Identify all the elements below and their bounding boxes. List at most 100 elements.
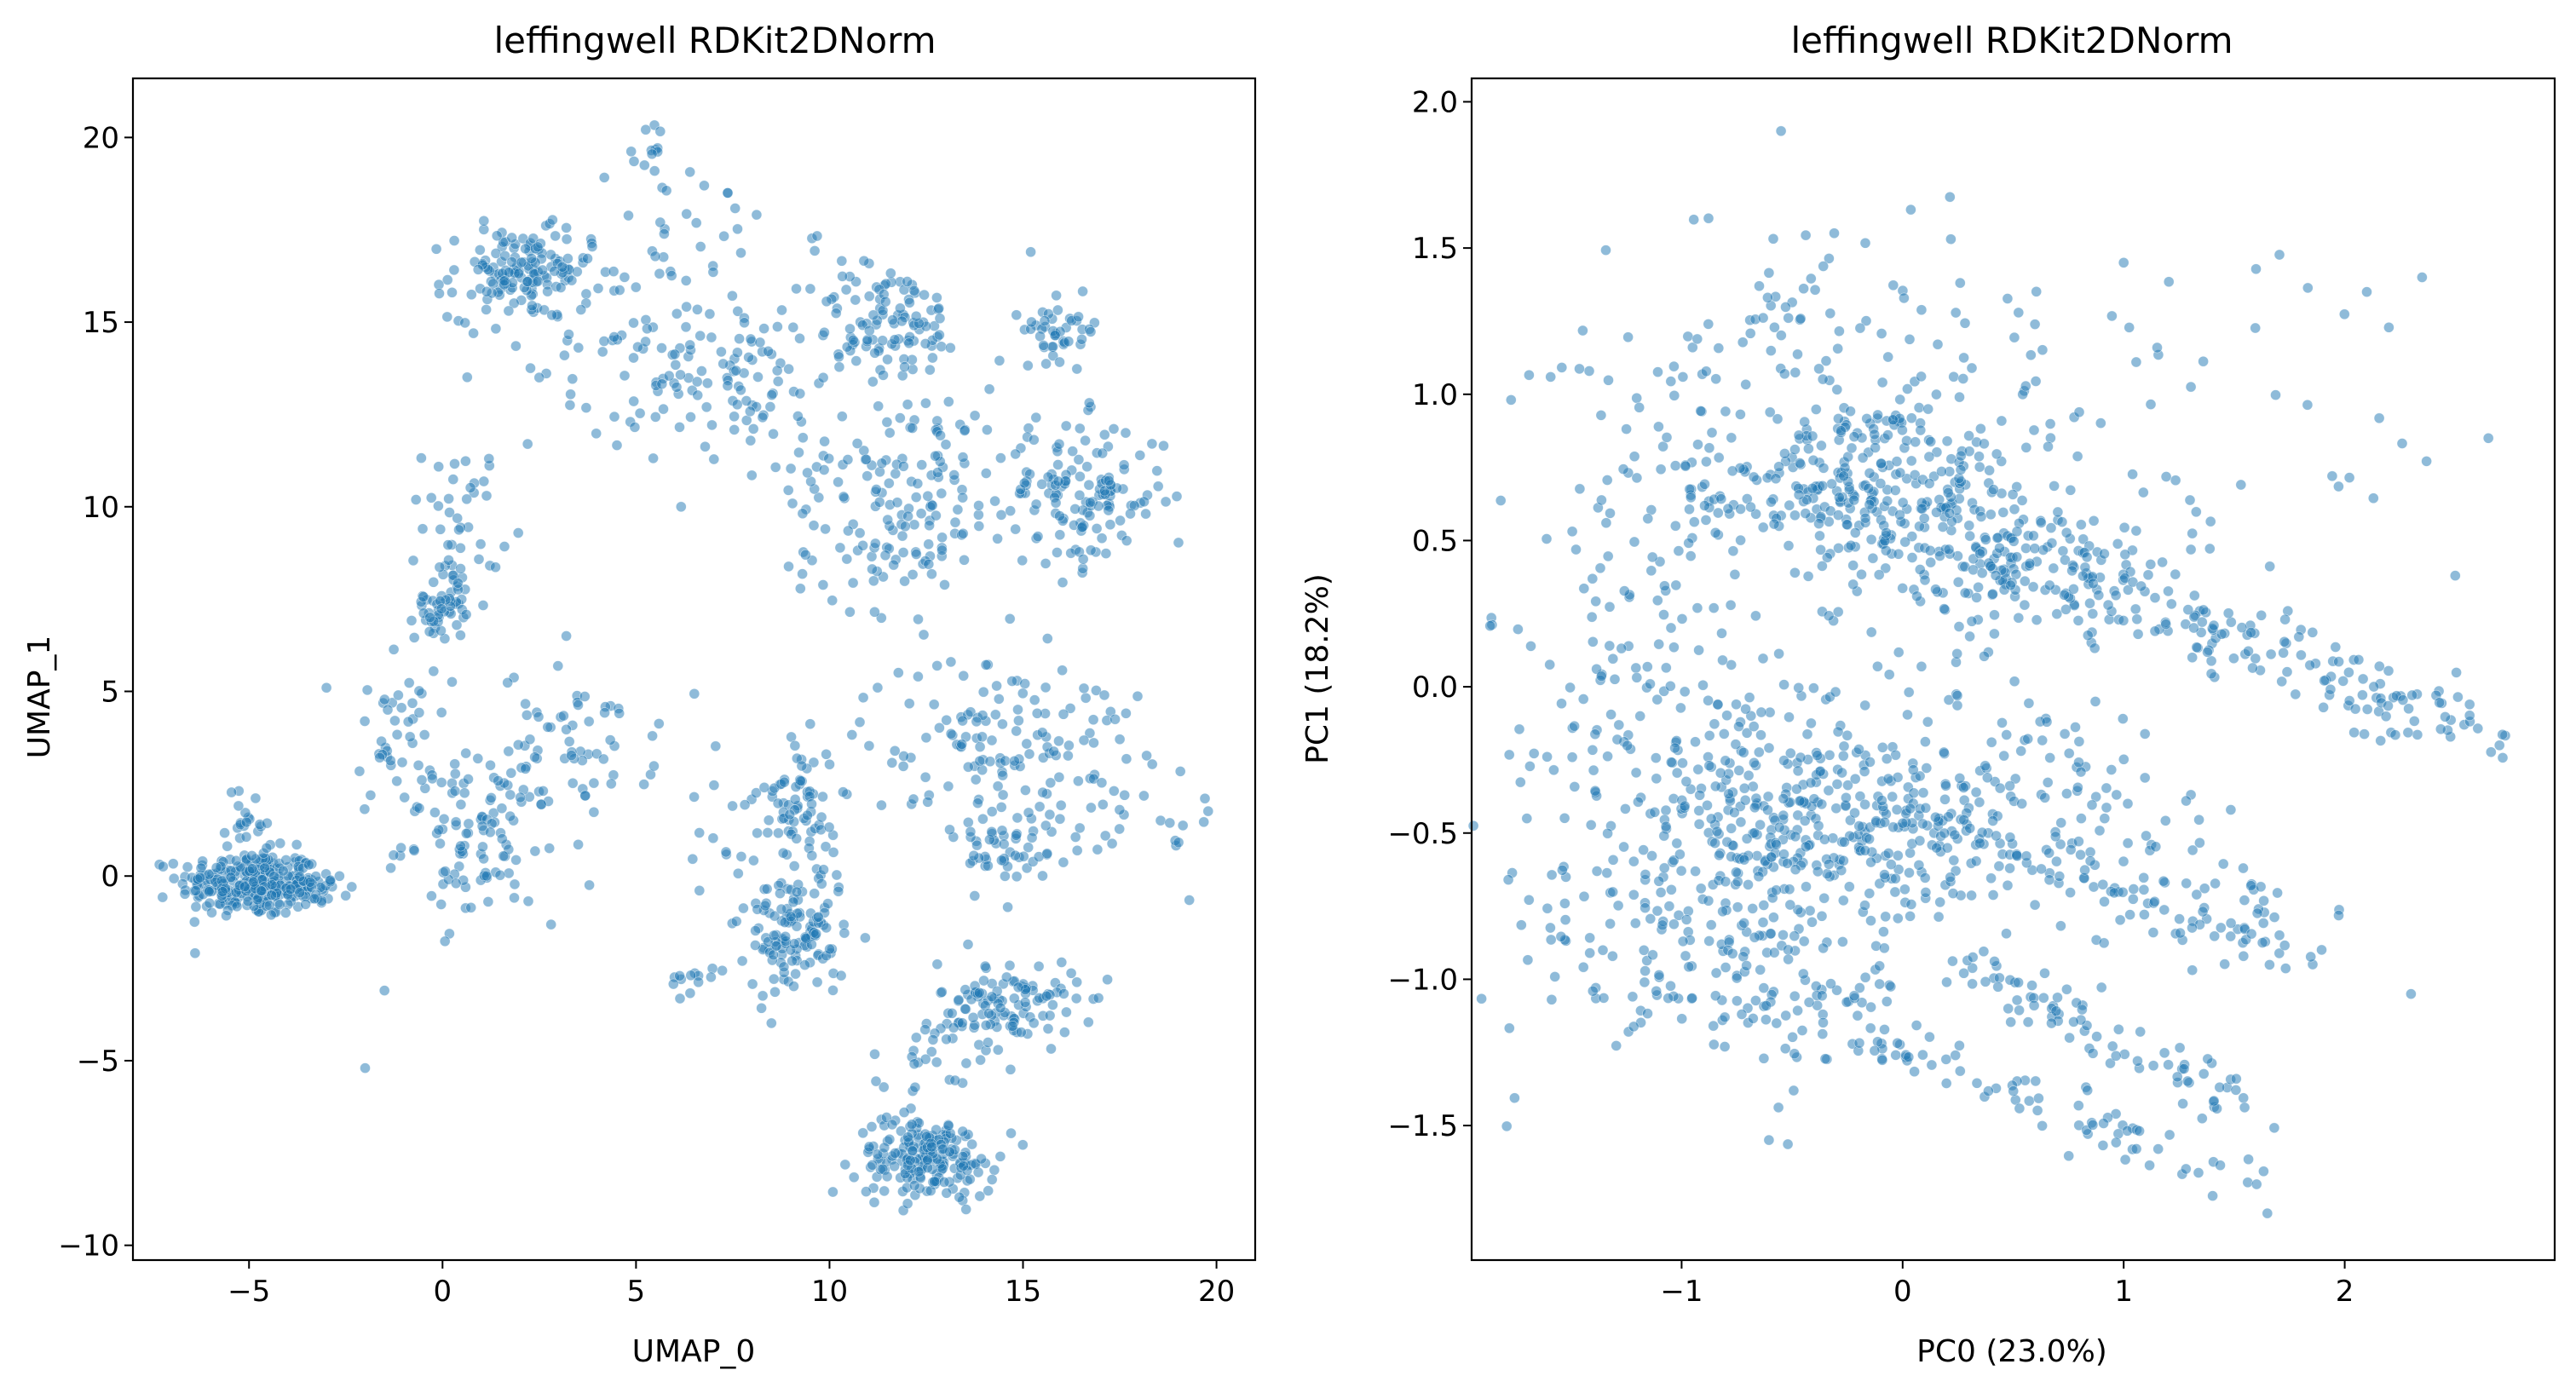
- scatter-point: [949, 1074, 961, 1086]
- scatter-point: [847, 334, 859, 346]
- scatter-point: [320, 682, 332, 694]
- scatter-point: [1017, 555, 1028, 567]
- scatter-point: [2307, 626, 2319, 638]
- scatter-point: [2088, 881, 2100, 893]
- scatter-point: [867, 309, 879, 321]
- scatter-point: [2114, 914, 2126, 926]
- scatter-point: [1848, 990, 1860, 1002]
- scatter-point: [1770, 473, 1782, 485]
- scatter-point: [1817, 561, 1828, 572]
- scatter-point: [168, 872, 180, 884]
- scatter-point: [1044, 1010, 1056, 1022]
- scatter-point: [919, 771, 931, 783]
- scatter-point: [1138, 496, 1150, 508]
- scatter-point: [2091, 1031, 2102, 1042]
- scatter-point: [2144, 1160, 2155, 1171]
- scatter-point: [2122, 797, 2134, 809]
- scatter-point: [1052, 459, 1063, 470]
- scatter-point: [628, 317, 639, 329]
- scatter-point: [1713, 452, 1725, 463]
- scatter-point: [957, 715, 968, 727]
- scatter-point: [438, 813, 450, 825]
- scatter-point: [1779, 1043, 1791, 1054]
- scatter-point: [504, 789, 516, 801]
- scatter-point: [794, 388, 806, 400]
- scatter-point: [550, 230, 562, 242]
- scatter-point: [1578, 890, 1590, 902]
- scatter-point: [2073, 757, 2084, 768]
- scatter-point: [2073, 1100, 2084, 1111]
- scatter-point: [1850, 527, 1861, 538]
- scatter-point: [802, 467, 813, 479]
- scatter-point: [819, 435, 830, 447]
- scatter-point: [453, 524, 464, 536]
- scatter-point: [1783, 312, 1794, 324]
- scatter-point: [903, 337, 915, 349]
- scatter-point: [1763, 742, 1775, 754]
- scatter-point: [1705, 919, 1717, 930]
- scatter-point: [811, 976, 823, 988]
- scatter-point: [561, 222, 572, 233]
- scatter-point: [1994, 972, 2005, 984]
- scatter-point: [239, 881, 251, 892]
- scatter-point: [1645, 913, 1657, 924]
- scatter-point: [771, 365, 783, 377]
- scatter-point: [957, 1151, 969, 1162]
- scatter-point: [1789, 509, 1801, 521]
- scatter-point: [1639, 976, 1651, 988]
- scatter-point: [1762, 291, 1773, 303]
- scatter-point: [1052, 475, 1064, 487]
- scatter-point: [2118, 521, 2130, 533]
- scatter-point: [1793, 489, 1805, 501]
- scatter-point: [1802, 571, 1814, 582]
- scatter-point: [1058, 988, 1069, 999]
- scatter-point: [1655, 887, 1667, 898]
- scatter-point: [1495, 495, 1507, 506]
- scatter-point: [1731, 972, 1743, 984]
- scatter-point: [460, 747, 472, 759]
- scatter-point: [1516, 919, 1527, 930]
- scatter-point: [2088, 578, 2099, 590]
- scatter-point: [1726, 948, 1738, 959]
- scatter-point: [1038, 340, 1049, 351]
- scatter-point: [1080, 435, 1091, 446]
- scatter-point: [1915, 564, 1926, 575]
- scatter-point: [525, 362, 536, 374]
- scatter-point: [974, 1190, 986, 1202]
- scatter-point: [882, 514, 893, 526]
- scatter-point: [2497, 728, 2508, 740]
- scatter-point: [2368, 681, 2380, 693]
- scatter-point: [911, 1032, 922, 1044]
- scatter-point: [277, 865, 289, 877]
- scatter-point: [1174, 766, 1186, 777]
- scatter-point: [1102, 974, 1113, 985]
- scatter-point: [1800, 508, 1812, 519]
- scatter-point: [815, 878, 827, 889]
- scatter-point: [647, 730, 658, 742]
- scatter-point: [982, 424, 993, 435]
- scatter-point: [793, 446, 804, 458]
- scatter-point: [1691, 602, 1703, 613]
- scatter-point: [833, 351, 844, 363]
- scatter-point: [977, 764, 988, 776]
- scatter-point: [546, 309, 558, 321]
- scatter-point: [512, 739, 524, 751]
- scatter-point: [2178, 1063, 2190, 1074]
- scatter-point: [1663, 993, 1674, 1004]
- scatter-point: [757, 990, 769, 1002]
- scatter-point: [1731, 866, 1742, 878]
- pca-panel: leffingwell RDKit2DNorm −1 0 1 2−1.5−1.0−0.…: [1300, 20, 2556, 1369]
- scatter-point: [1768, 518, 1780, 530]
- scatter-point: [788, 938, 800, 949]
- scatter-point: [374, 751, 385, 763]
- scatter-point: [1085, 326, 1097, 337]
- scatter-point: [1685, 550, 1697, 561]
- scatter-point: [1709, 838, 1720, 849]
- scatter-point: [1596, 671, 1607, 682]
- scatter-point: [1663, 901, 1675, 912]
- scatter-point: [378, 985, 390, 996]
- scatter-point: [1787, 1032, 1798, 1043]
- scatter-point: [731, 399, 743, 411]
- scatter-point: [1801, 841, 1812, 853]
- scatter-point: [1744, 327, 1756, 339]
